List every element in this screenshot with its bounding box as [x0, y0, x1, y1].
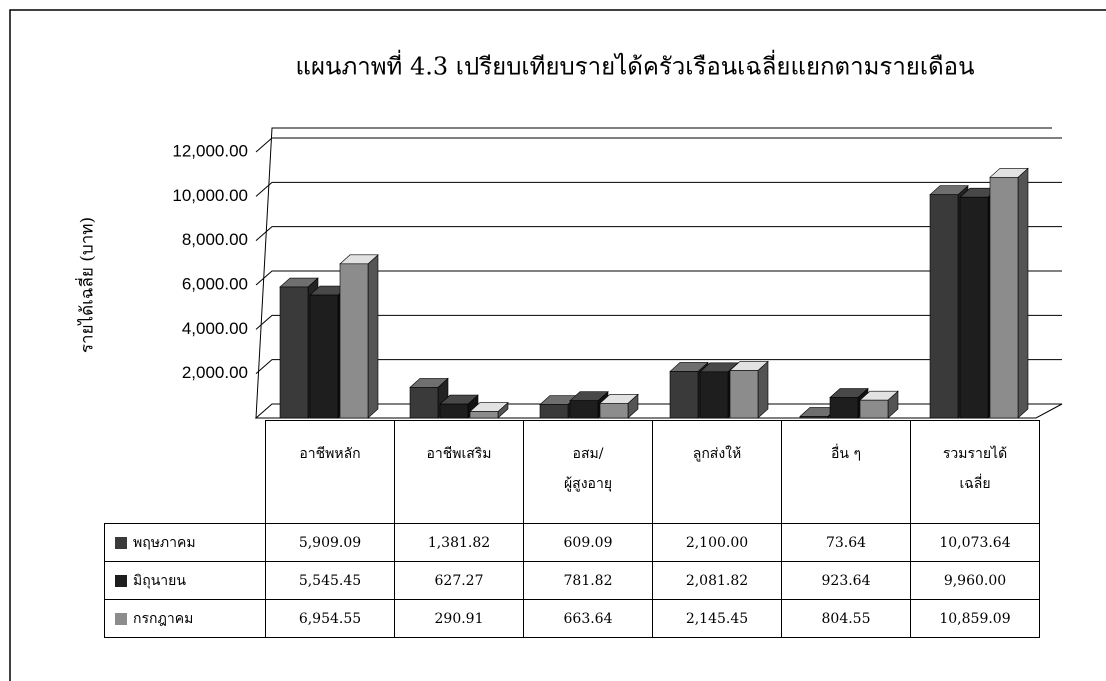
corner-cell — [104, 420, 266, 524]
bar — [439, 403, 469, 419]
legend-label: พฤษภาคม — [133, 534, 196, 551]
data-label: 804.55 — [781, 599, 911, 638]
header-row: อาชีพหลัก อาชีพเสริม อสม/ ผู้สูงอายุ ลูกส่ง… — [104, 420, 1040, 524]
bar — [729, 370, 759, 419]
bar — [959, 196, 989, 419]
y-tick-label: 10,000.00 — [172, 186, 248, 205]
legend-swatch — [115, 536, 127, 549]
grid-line — [255, 226, 1062, 242]
data-label: 923.64 — [781, 561, 911, 600]
legend-entry: กรกฎาคม — [104, 599, 266, 638]
bar — [669, 371, 699, 419]
grid-line — [255, 270, 1062, 286]
data-label: 10,073.64 — [910, 523, 1040, 562]
bar — [409, 387, 439, 419]
data-label: 5,545.45 — [265, 561, 395, 600]
bar — [989, 176, 1019, 419]
bar — [339, 263, 369, 419]
bar — [309, 294, 339, 419]
data-label: 73.64 — [781, 523, 911, 562]
bar — [829, 397, 859, 419]
y-axis-label: รายได้เฉลี่ย (บาท) — [75, 217, 98, 353]
chart-title: แผนภาพที่ 4.3 เปรียบเทียบรายได้ครัวเรือน… — [296, 50, 975, 81]
bar — [539, 404, 569, 419]
series-row: พฤษภาคม 5,909.09 1,381.82 609.09 2,100.00 73.… — [104, 523, 1040, 562]
legend-entry: พฤษภาคม — [104, 523, 266, 562]
legend-swatch — [115, 574, 127, 587]
bar-side — [1017, 167, 1029, 419]
data-label: 663.64 — [523, 599, 653, 638]
frame — [9, 9, 1106, 681]
bar — [469, 411, 499, 419]
back-wall — [255, 127, 1052, 419]
bar-side — [757, 360, 769, 419]
data-label: 2,081.82 — [652, 561, 782, 600]
data-table: อาชีพหลัก อาชีพเสริม อสม/ ผู้สูงอายุ ลูกส่ง… — [104, 420, 1040, 638]
data-label: 290.91 — [394, 599, 524, 638]
legend-swatch — [115, 612, 127, 625]
bar — [929, 194, 959, 419]
bar — [699, 371, 729, 419]
grid-line — [255, 181, 1062, 197]
data-label: 2,100.00 — [652, 523, 782, 562]
y-tick-label: 6,000.00 — [182, 274, 248, 293]
data-label: 5,909.09 — [265, 523, 395, 562]
data-label: 2,145.45 — [652, 599, 782, 638]
bar — [599, 402, 629, 419]
y-tick-label: 12,000.00 — [172, 141, 248, 160]
category-label: อาชีพเสริม — [394, 420, 524, 524]
category-label: อสม/ ผู้สูงอายุ — [523, 420, 653, 524]
category-label: อื่น ๆ — [781, 420, 911, 524]
series-row: กรกฎาคม 6,954.55 290.91 663.64 2,145.45 804.5… — [104, 599, 1040, 638]
grid-line — [255, 314, 1062, 330]
legend-label: มิถุนายน — [133, 572, 186, 589]
y-tick-label: 8,000.00 — [182, 230, 248, 249]
y-tick-label: 2,000.00 — [182, 363, 248, 382]
category-label: ลูกส่งให้ — [652, 420, 782, 524]
bar — [569, 400, 599, 419]
floor — [254, 403, 1063, 419]
data-label: 1,381.82 — [394, 523, 524, 562]
category-label: รวมรายได้ เฉลี่ย — [910, 420, 1040, 524]
data-label: 10,859.09 — [910, 599, 1040, 638]
legend-label: กรกฎาคม — [133, 610, 194, 627]
data-label: 781.82 — [523, 561, 653, 600]
data-label: 9,960.00 — [910, 561, 1040, 600]
data-label: 627.27 — [394, 561, 524, 600]
grid-line — [255, 137, 1062, 153]
bar — [859, 399, 889, 419]
series-row: มิถุนายน 5,545.45 627.27 781.82 2,081.82 923.… — [104, 561, 1040, 600]
category-label: อาชีพหลัก — [265, 420, 395, 524]
data-label: 6,954.55 — [265, 599, 395, 638]
y-tick-label: 4,000.00 — [182, 319, 248, 338]
grid-line — [255, 359, 1062, 375]
bar — [279, 286, 309, 419]
legend-entry: มิถุนายน — [104, 561, 266, 600]
bar-side — [367, 254, 379, 419]
data-label: 609.09 — [523, 523, 653, 562]
bar — [799, 416, 829, 419]
